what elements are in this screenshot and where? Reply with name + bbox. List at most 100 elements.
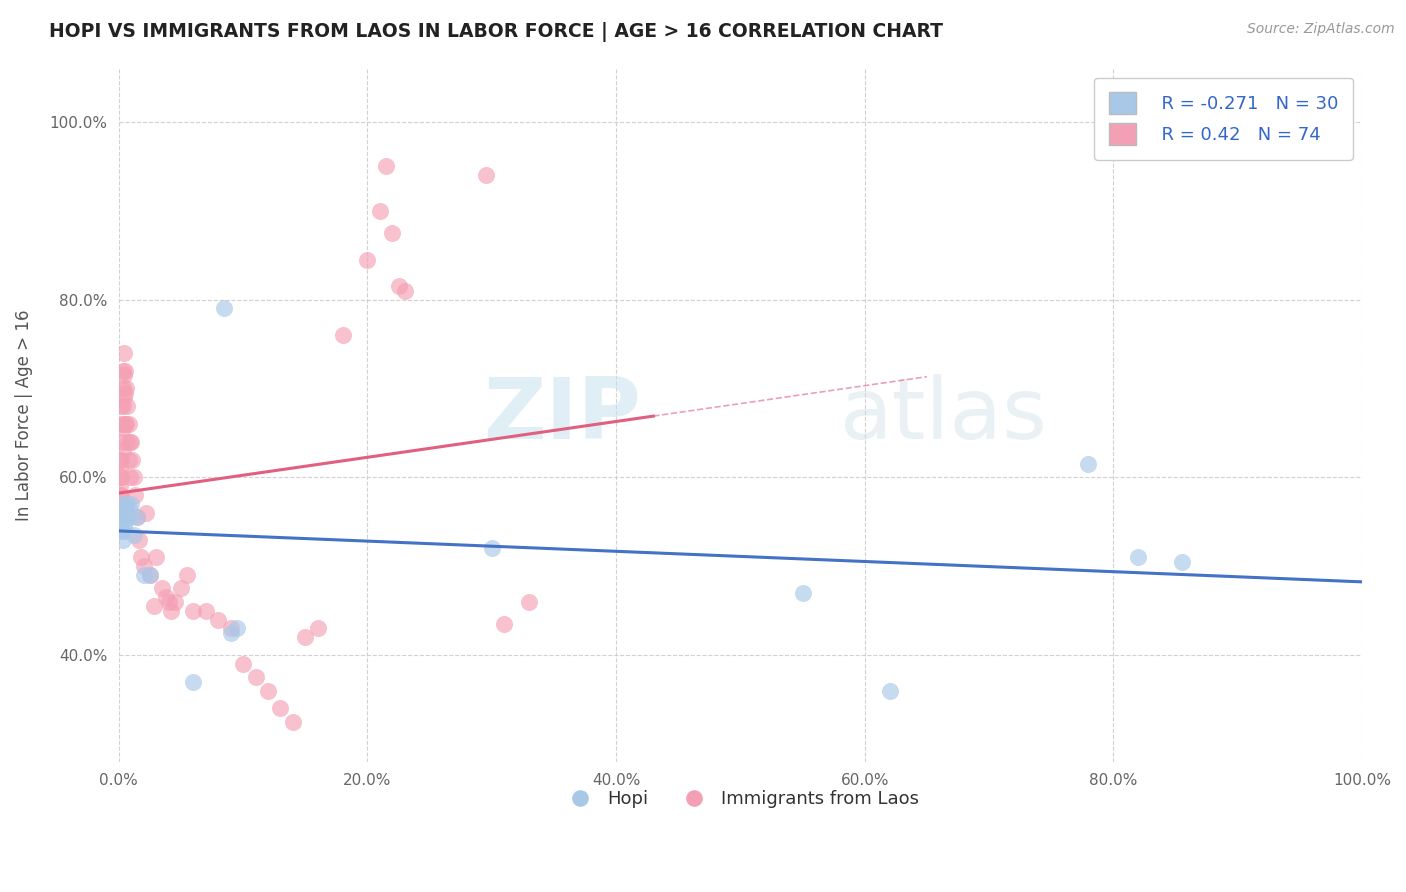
Point — [112, 510, 135, 524]
Point — [110, 452, 132, 467]
Point — [118, 501, 141, 516]
Point — [110, 417, 132, 431]
Point — [281, 714, 304, 729]
Point — [111, 382, 134, 396]
Point — [108, 497, 131, 511]
Point — [110, 470, 132, 484]
Text: ZIP: ZIP — [484, 374, 641, 457]
Text: HOPI VS IMMIGRANTS FROM LAOS IN LABOR FORCE | AGE > 16 CORRELATION CHART: HOPI VS IMMIGRANTS FROM LAOS IN LABOR FO… — [49, 22, 943, 42]
Point — [108, 488, 131, 502]
Point — [307, 622, 329, 636]
Point — [122, 470, 145, 484]
Point — [111, 364, 134, 378]
Point — [257, 683, 280, 698]
Point — [1077, 457, 1099, 471]
Point — [108, 479, 131, 493]
Point — [375, 159, 398, 173]
Point — [132, 568, 155, 582]
Point — [112, 346, 135, 360]
Point — [117, 399, 139, 413]
Point — [214, 301, 236, 316]
Point — [356, 252, 378, 267]
Point — [118, 434, 141, 449]
Point — [129, 550, 152, 565]
Point — [245, 670, 267, 684]
Point — [118, 417, 141, 431]
Point — [207, 613, 229, 627]
Point — [381, 226, 404, 240]
Point — [163, 595, 186, 609]
Point — [111, 399, 134, 413]
Point — [194, 604, 217, 618]
Point — [121, 452, 143, 467]
Point — [481, 541, 503, 556]
Point — [1128, 550, 1150, 565]
Point — [128, 533, 150, 547]
Point — [332, 328, 354, 343]
Point — [111, 443, 134, 458]
Legend: Hopi, Immigrants from Laos: Hopi, Immigrants from Laos — [555, 782, 927, 815]
Point — [132, 559, 155, 574]
Point — [139, 568, 162, 582]
Point — [112, 519, 135, 533]
Point — [112, 390, 135, 404]
Point — [111, 510, 134, 524]
Point — [108, 461, 131, 475]
Point — [118, 470, 141, 484]
Point — [114, 417, 136, 431]
Point — [111, 421, 134, 435]
Point — [225, 622, 247, 636]
Point — [394, 284, 416, 298]
Point — [127, 510, 149, 524]
Point — [115, 497, 138, 511]
Point — [155, 591, 177, 605]
Point — [117, 510, 139, 524]
Point — [114, 524, 136, 538]
Y-axis label: In Labor Force | Age > 16: In Labor Force | Age > 16 — [15, 310, 32, 521]
Point — [879, 683, 901, 698]
Point — [110, 524, 132, 538]
Point — [219, 622, 242, 636]
Point — [142, 599, 165, 614]
Point — [108, 452, 131, 467]
Point — [368, 203, 391, 218]
Point — [110, 506, 132, 520]
Point — [183, 604, 205, 618]
Point — [269, 701, 291, 715]
Point — [111, 533, 134, 547]
Point — [494, 617, 516, 632]
Point — [170, 582, 193, 596]
Point — [118, 452, 141, 467]
Text: Source: ZipAtlas.com: Source: ZipAtlas.com — [1247, 22, 1395, 37]
Point — [110, 434, 132, 449]
Point — [115, 382, 138, 396]
Point — [110, 399, 132, 413]
Point — [139, 568, 162, 582]
Point — [108, 506, 131, 520]
Point — [150, 582, 173, 596]
Point — [792, 586, 814, 600]
Point — [232, 657, 254, 671]
Point — [157, 595, 180, 609]
Point — [176, 568, 198, 582]
Point — [112, 417, 135, 431]
Point — [108, 470, 131, 484]
Point — [120, 497, 142, 511]
Point — [219, 626, 242, 640]
Text: atlas: atlas — [839, 374, 1047, 457]
Point — [108, 497, 131, 511]
Point — [127, 510, 149, 524]
Point — [145, 550, 167, 565]
Point — [114, 501, 136, 516]
Point — [114, 364, 136, 378]
Point — [517, 595, 540, 609]
Point — [115, 417, 138, 431]
Point — [118, 510, 141, 524]
Point — [294, 631, 316, 645]
Point — [124, 488, 146, 502]
Point — [160, 604, 183, 618]
Point — [110, 488, 132, 502]
Point — [108, 515, 131, 529]
Point — [387, 279, 409, 293]
Point — [183, 674, 205, 689]
